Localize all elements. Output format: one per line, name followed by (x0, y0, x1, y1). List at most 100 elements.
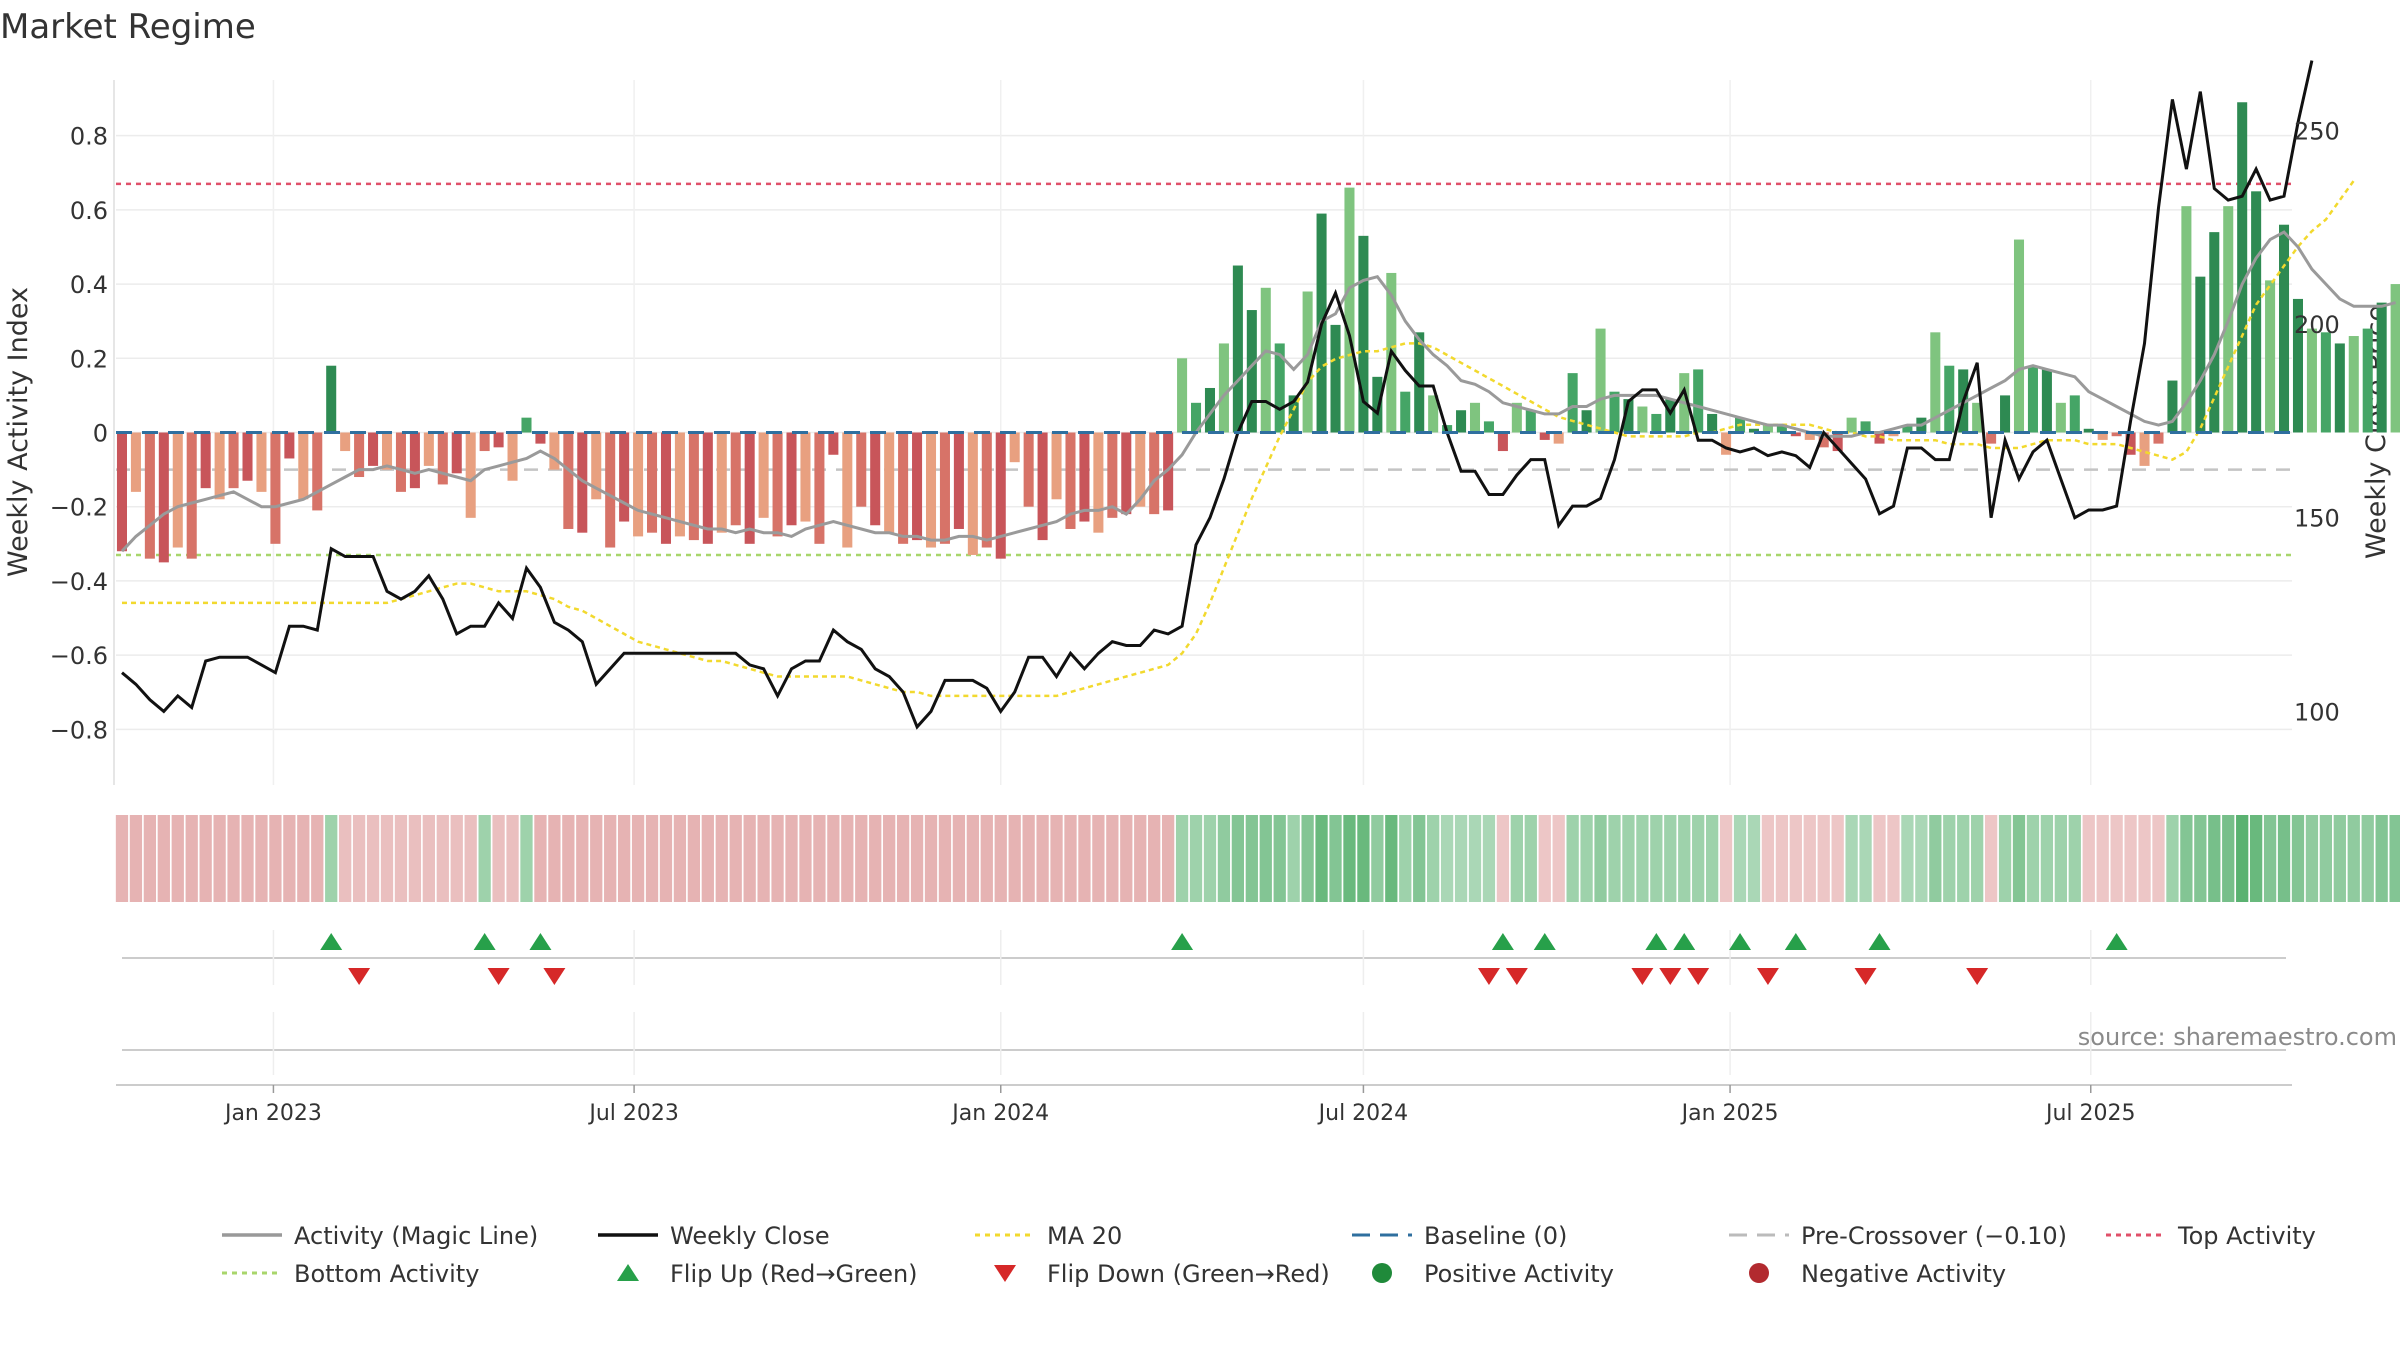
activity-bar (1260, 287, 1271, 433)
regime-cell (604, 815, 617, 902)
regime-cell (143, 815, 157, 902)
y-tick-label: 0.8 (70, 123, 108, 151)
regime-cell (1845, 815, 1858, 902)
activity-bar (925, 432, 937, 548)
regime-cell (534, 815, 547, 902)
regime-cell (2068, 815, 2081, 902)
activity-bar (1079, 432, 1090, 522)
activity-bar (563, 432, 574, 529)
regime-cell (1692, 815, 1705, 902)
regime-cell (1036, 815, 1049, 902)
regime-cell (855, 815, 868, 902)
activity-bar (214, 432, 225, 500)
legend-swatch (994, 1265, 1016, 1282)
activity-bar (1637, 406, 1648, 433)
regime-cell (325, 815, 338, 902)
legend-label: Baseline (0) (1424, 1222, 1567, 1250)
legend-item-close: Weekly Close (598, 1222, 830, 1250)
activity-bar (577, 432, 588, 533)
regime-cell (673, 815, 687, 902)
regime-cell (506, 815, 519, 902)
activity-bar (828, 432, 839, 455)
activity-bar (730, 432, 741, 526)
regime-cell (813, 815, 826, 902)
regime-cell (1440, 815, 1454, 902)
series-lines (120, 60, 2396, 730)
activity-bar (702, 432, 713, 544)
activity-bar (1456, 410, 1467, 433)
legend-label: Top Activity (2177, 1222, 2316, 1250)
regime-cell (199, 815, 212, 902)
activity-bar (674, 432, 685, 537)
activity-bar (1023, 432, 1034, 507)
regime-cell (1873, 815, 1886, 902)
flip-down-marker (1687, 968, 1710, 985)
activity-bar (2083, 428, 2094, 433)
flip-down-marker (1756, 968, 1779, 985)
activity-bar (1511, 402, 1522, 433)
y-tick-label: 0.2 (70, 345, 108, 373)
regime-cell (436, 815, 449, 902)
activity-bar (312, 432, 323, 511)
activity-bar (1135, 432, 1146, 507)
regime-cell (492, 815, 505, 902)
regime-cell (590, 815, 603, 902)
legend-swatch (617, 1264, 639, 1281)
regime-cell (1371, 815, 1384, 902)
regime-cell (966, 815, 979, 902)
regime-cell (1175, 815, 1189, 902)
activity-bar (1177, 358, 1188, 433)
regime-strip (115, 815, 2400, 902)
activity-bar (1707, 413, 1718, 433)
regime-cell (2291, 815, 2305, 902)
regime-cell (1148, 815, 1161, 902)
regime-cell (1134, 815, 1147, 902)
legend-item-pos: Positive Activity (1372, 1260, 1614, 1288)
activity-bar (1902, 425, 1913, 433)
regime-cell (2236, 815, 2249, 902)
regime-cell (2361, 815, 2374, 902)
regime-cell (1538, 815, 1551, 902)
regime-cell (2012, 815, 2026, 902)
activity-bar (1358, 235, 1369, 433)
activity-bar (1944, 365, 1955, 433)
flip-down-marker (1477, 968, 1500, 985)
regime-cell (1496, 815, 1510, 902)
legend-item-neg: Negative Activity (1749, 1260, 2006, 1288)
y2-tick-label: 100 (2294, 698, 2340, 726)
regime-cell (1859, 815, 1872, 902)
flip-up-marker (1673, 933, 1696, 950)
legend: Activity (Magic Line) Weekly Close MA 20 Ba… (222, 1222, 2316, 1288)
chart-title: Market Regime (0, 7, 256, 47)
regime-cell (1427, 815, 1440, 902)
regime-cell (1524, 815, 1537, 902)
activity-bar (814, 432, 825, 544)
y-tick-label: −0.8 (50, 716, 108, 744)
activity-bar (1874, 432, 1885, 444)
regime-cell (896, 815, 910, 902)
activity-bar (1302, 291, 1313, 433)
regime-cell (339, 815, 352, 902)
regime-cell (255, 815, 268, 902)
x-tick-label: Jul 2023 (587, 1101, 679, 1126)
regime-cell (757, 815, 770, 902)
regime-cell (1399, 815, 1412, 902)
regime-cell (2110, 815, 2123, 902)
activity-bar (2139, 432, 2150, 466)
regime-cell (785, 815, 798, 902)
source-credit: source: sharemaestro.com (2078, 1023, 2397, 1051)
regime-cell (1998, 815, 2012, 902)
activity-bar (423, 432, 434, 466)
activity-bar (1288, 395, 1299, 433)
regime-cell (2054, 815, 2067, 902)
regime-cell (1747, 815, 1761, 902)
x-tick-label: Jan 2025 (1680, 1101, 1779, 1126)
regime-cell (1650, 815, 1663, 902)
regime-cell (1594, 815, 1607, 902)
activity-bar (1567, 373, 1578, 433)
activity-bar (1204, 387, 1215, 433)
activity-bar (772, 432, 783, 537)
regime-cell (938, 815, 952, 902)
regime-cell (1245, 815, 1258, 902)
x-tick-label: Jan 2024 (950, 1101, 1049, 1126)
